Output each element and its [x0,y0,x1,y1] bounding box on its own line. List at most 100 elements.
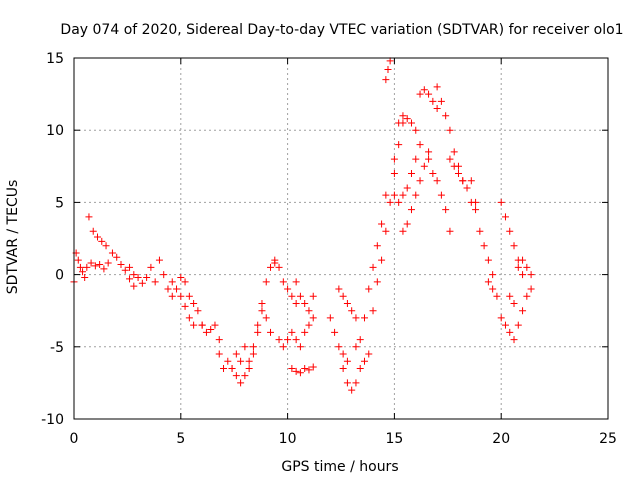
data-point [292,336,300,344]
data-point [249,350,257,358]
series-arc-33 [497,285,535,344]
series-arc-27 [425,155,454,235]
data-point [403,220,411,228]
data-point [407,206,415,214]
data-point [215,350,223,358]
data-point [100,265,108,273]
data-point [254,321,262,329]
data-point [390,155,398,163]
data-point [416,90,424,98]
data-point [399,227,407,235]
data-point [416,141,424,149]
chart-title: Day 074 of 2020, Sidereal Day-to-day VTE… [60,22,623,38]
data-point [279,343,287,351]
data-point [190,321,198,329]
x-tick-label: 0 [70,431,79,447]
data-point [459,177,467,185]
data-point [160,271,168,279]
data-point [484,256,492,264]
data-point [143,273,151,281]
data-point [433,105,441,113]
data-point [442,206,450,214]
data-point [450,148,458,156]
data-point [215,336,223,344]
data-point [258,307,266,315]
data-point [510,242,518,250]
x-tick-label: 5 [176,431,185,447]
data-point [527,285,535,293]
data-point [211,321,219,329]
data-point [519,307,527,315]
data-point [489,271,497,279]
data-point [378,256,386,264]
data-point [168,278,176,286]
data-point [91,262,99,270]
data-point [407,170,415,178]
data-point [89,227,97,235]
data-point [237,357,245,365]
data-point [420,86,428,94]
data-point [228,364,236,372]
data-point [275,336,283,344]
series-arc-8 [177,292,198,329]
data-point [284,285,292,293]
data-point [395,141,403,149]
data-point [416,177,424,185]
series-arc-9 [198,321,223,344]
data-point [437,97,445,105]
data-point [134,273,142,281]
data-point [121,266,129,274]
data-point [382,191,390,199]
data-point [339,350,347,358]
data-point [352,379,360,387]
series-arc-12 [245,307,275,372]
series-arc-11 [228,259,279,387]
y-tick-label: 10 [46,123,64,139]
data-point [510,299,518,307]
data-point [241,343,249,351]
data-point [76,263,84,271]
data-point [262,314,270,322]
data-point [198,321,206,329]
data-point [288,292,296,300]
x-tick-label: 10 [279,431,297,447]
data-point [463,184,471,192]
series-arc-4 [104,249,138,290]
data-point [168,292,176,300]
data-point [472,198,480,206]
data-point [429,170,437,178]
data-point [425,155,433,163]
data-point [194,307,202,315]
series-arc-19 [339,350,373,394]
plot-frame [73,57,609,420]
data-point [98,237,106,245]
data-point [232,372,240,380]
data-point [224,357,232,365]
y-axis-title: SDTVAR / TECUs [5,180,21,295]
data-point [185,292,193,300]
series-arc-28 [433,83,467,185]
data-point [138,279,146,287]
data-point [407,119,415,127]
data-point [348,307,356,315]
data-point [369,307,377,315]
data-point [365,350,373,358]
data-point [360,314,368,322]
data-point [519,256,527,264]
data-point [437,191,445,199]
data-point [446,155,454,163]
data-point [93,233,101,241]
data-point [425,90,433,98]
y-tick-label: 15 [46,51,64,67]
data-point [181,278,189,286]
data-point [87,259,95,267]
data-point [279,278,287,286]
data-point [271,256,279,264]
data-point [412,126,420,134]
data-point [339,364,347,372]
data-point [241,372,249,380]
series-arc-25 [399,148,433,235]
series-arc-2 [85,213,110,250]
data-point [245,364,253,372]
